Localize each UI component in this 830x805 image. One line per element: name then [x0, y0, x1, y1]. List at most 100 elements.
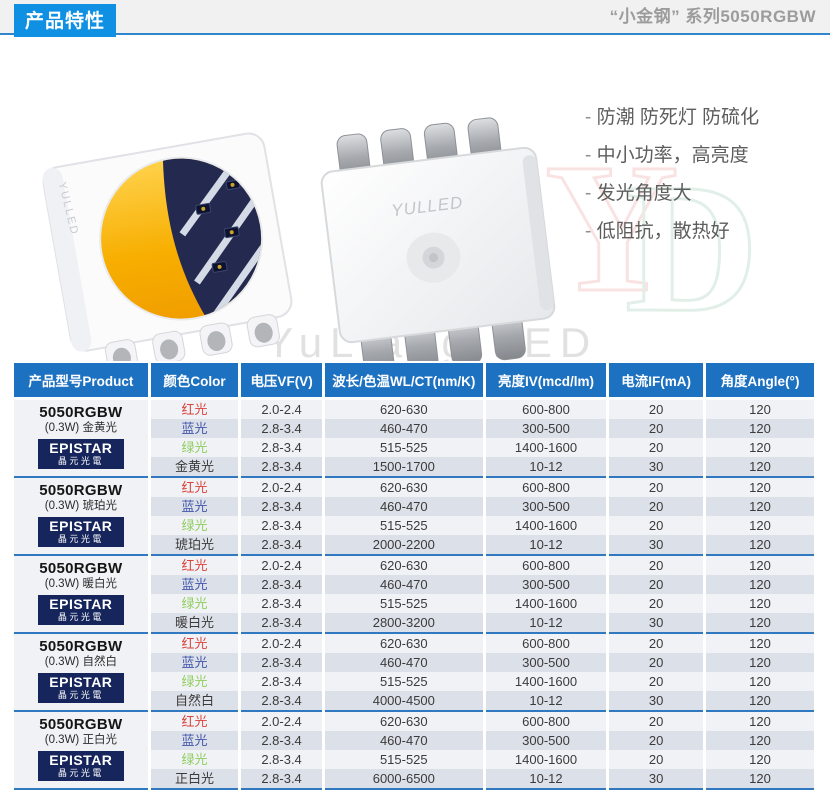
wavelength-cell: 620-630 [324, 400, 483, 419]
brightness-cell: 600-800 [485, 478, 607, 497]
table-row: 绿光 2.8-3.4 515-525 1400-1600 20 120 [14, 438, 814, 457]
table-row: 绿光 2.8-3.4 515-525 1400-1600 20 120 [14, 594, 814, 613]
color-cell: 自然白 [150, 691, 239, 712]
voltage-cell: 2.8-3.4 [241, 535, 322, 556]
product-model: 5050RGBW [39, 638, 123, 655]
brightness-cell: 1400-1600 [485, 516, 607, 535]
angle-cell: 120 [706, 769, 814, 790]
voltage-cell: 2.8-3.4 [241, 653, 322, 672]
product-subtitle: (0.3W) 正白光 [44, 734, 117, 746]
table-row: 绿光 2.8-3.4 515-525 1400-1600 20 120 [14, 516, 814, 535]
voltage-cell: 2.8-3.4 [241, 769, 322, 790]
brightness-cell: 300-500 [485, 653, 607, 672]
table-row: 自然白 2.8-3.4 4000-4500 10-12 30 120 [14, 691, 814, 712]
angle-cell: 120 [706, 672, 814, 691]
column-header: 颜色Color [150, 363, 239, 400]
spec-head-row: 产品型号Product 颜色Color 电压VF(V) 波长/色温WL/CT(nm/K… [14, 363, 814, 400]
brand-name: EPISTAR [49, 674, 113, 690]
epistar-logo: EPISTAR 晶元光電 [37, 439, 124, 469]
led-chips [195, 179, 241, 273]
brightness-cell: 10-12 [485, 613, 607, 634]
page-title-badge: 产品特性 [14, 4, 117, 37]
color-cell: 红光 [150, 478, 239, 497]
color-cell: 绿光 [150, 516, 239, 535]
wavelength-cell: 2800-3200 [324, 613, 483, 634]
color-cell: 蓝光 [150, 575, 239, 594]
product-subtitle: (0.3W) 金黄光 [44, 422, 117, 434]
wavelength-cell: 515-525 [324, 594, 483, 613]
brand-name: EPISTAR [49, 596, 113, 612]
table-row: 暖白光 2.8-3.4 2800-3200 10-12 30 120 [14, 613, 814, 634]
current-cell: 30 [609, 691, 704, 712]
angle-cell: 120 [706, 400, 814, 419]
brightness-cell: 600-800 [485, 400, 607, 419]
feature-item: 中小功率，高亮度 [585, 137, 759, 175]
wavelength-cell: 6000-6500 [324, 769, 483, 790]
current-cell: 20 [609, 750, 704, 769]
table-row: 蓝光 2.8-3.4 460-470 300-500 20 120 [14, 731, 814, 750]
brightness-cell: 10-12 [485, 457, 607, 478]
voltage-cell: 2.8-3.4 [241, 575, 322, 594]
color-cell: 蓝光 [150, 653, 239, 672]
angle-cell: 120 [706, 457, 814, 478]
led-legs [104, 314, 280, 361]
led-top-view: YULLED [42, 132, 293, 361]
brand-subname: 晶元光電 [57, 612, 104, 622]
current-cell: 20 [609, 497, 704, 516]
table-row: 5050RGBW (0.3W) 暖白光 EPISTAR 晶元光電 红光 2.0-2.4 62… [14, 556, 814, 634]
voltage-cell: 2.8-3.4 [241, 594, 322, 613]
color-cell: 蓝光 [150, 497, 239, 516]
voltage-cell: 2.8-3.4 [241, 516, 322, 535]
current-cell: 20 [609, 575, 704, 594]
wavelength-cell: 460-470 [324, 575, 483, 594]
brightness-cell: 1400-1600 [485, 750, 607, 769]
wavelength-cell: 460-470 [324, 653, 483, 672]
feature-list: 防潮 防死灯 防硫化中小功率，高亮度发光角度大低阻抗，散热好 [585, 99, 760, 251]
angle-cell: 120 [706, 575, 814, 594]
product-model: 5050RGBW [39, 716, 123, 733]
wavelength-cell: 620-630 [324, 556, 483, 575]
brightness-cell: 10-12 [485, 535, 607, 556]
voltage-cell: 2.0-2.4 [241, 712, 322, 731]
table-row: 金黄光 2.8-3.4 1500-1700 10-12 30 120 [14, 457, 814, 478]
table-row: 绿光 2.8-3.4 515-525 1400-1600 20 120 [14, 750, 814, 769]
angle-cell: 120 [706, 653, 814, 672]
color-cell: 蓝光 [150, 419, 239, 438]
current-cell: 30 [609, 769, 704, 790]
table-row: 蓝光 2.8-3.4 460-470 300-500 20 120 [14, 653, 814, 672]
feature-item: 低阻抗，散热好 [585, 213, 759, 251]
color-cell: 绿光 [150, 438, 239, 457]
product-model: 5050RGBW [39, 560, 123, 577]
wavelength-cell: 460-470 [324, 419, 483, 438]
brightness-cell: 1400-1600 [485, 672, 607, 691]
product-cell: 5050RGBW (0.3W) 暖白光 EPISTAR 晶元光電 [14, 556, 148, 634]
voltage-cell: 2.8-3.4 [241, 457, 322, 478]
current-cell: 30 [609, 457, 704, 478]
brightness-cell: 300-500 [485, 497, 607, 516]
wavelength-cell: 460-470 [324, 497, 483, 516]
table-row: 5050RGBW (0.3W) 琥珀光 EPISTAR 晶元光電 红光 2.0-2.4 62… [14, 478, 814, 556]
angle-cell: 120 [706, 712, 814, 731]
brand-subname: 晶元光電 [57, 456, 104, 466]
wavelength-cell: 515-525 [324, 516, 483, 535]
wavelength-cell: 2000-2200 [324, 535, 483, 556]
column-header: 角度Angle(°) [706, 363, 814, 400]
angle-cell: 120 [706, 731, 814, 750]
table-row: 5050RGBW (0.3W) 金黄光 EPISTAR 晶元光電 红光 2.0-2.4 62… [14, 400, 814, 478]
current-cell: 20 [609, 594, 704, 613]
angle-cell: 120 [706, 478, 814, 497]
brightness-cell: 300-500 [485, 575, 607, 594]
voltage-cell: 2.0-2.4 [241, 634, 322, 653]
angle-cell: 120 [706, 556, 814, 575]
wavelength-cell: 460-470 [324, 731, 483, 750]
brand-subname: 晶元光電 [57, 768, 104, 778]
table-row: 蓝光 2.8-3.4 460-470 300-500 20 120 [14, 497, 814, 516]
color-cell: 绿光 [150, 750, 239, 769]
brand-name: EPISTAR [49, 752, 113, 768]
brightness-cell: 300-500 [485, 419, 607, 438]
brand-name: EPISTAR [49, 440, 113, 456]
brightness-cell: 600-800 [485, 556, 607, 575]
voltage-cell: 2.8-3.4 [241, 497, 322, 516]
voltage-cell: 2.8-3.4 [241, 613, 322, 634]
series-title: “小金钢” 系列5050RGBW [609, 7, 816, 26]
